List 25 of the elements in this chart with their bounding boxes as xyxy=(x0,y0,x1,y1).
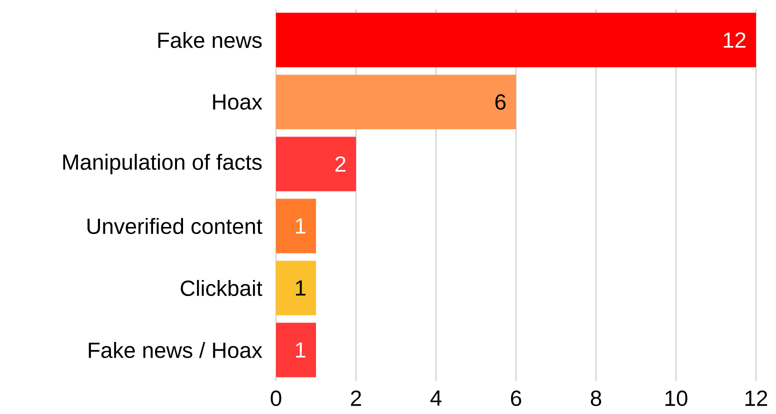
data-label: 12 xyxy=(724,32,746,48)
x-tick-label: 4 xyxy=(430,390,442,406)
bar xyxy=(276,136,356,192)
data-label: 1 xyxy=(296,342,306,358)
data-label: 1 xyxy=(296,280,306,296)
x-tick-label: 12 xyxy=(745,390,768,406)
bar xyxy=(276,198,316,254)
x-tick-label: 6 xyxy=(511,390,522,406)
x-tick-label: 10 xyxy=(665,390,688,406)
y-tick-label: Clickbait xyxy=(180,280,262,296)
y-tick-label: Fake news xyxy=(158,32,262,48)
bar xyxy=(276,322,316,378)
bar xyxy=(276,260,316,316)
bar xyxy=(276,12,756,68)
bar xyxy=(276,74,516,130)
y-tick-label: Unverified content xyxy=(88,218,262,234)
y-tick-label: Hoax xyxy=(213,94,262,110)
x-tick-label: 8 xyxy=(590,390,602,406)
data-label: 2 xyxy=(335,156,346,172)
x-tick-label: 0 xyxy=(270,390,282,406)
y-tick-label: Manipulation of facts xyxy=(63,154,262,174)
data-label: 6 xyxy=(495,94,506,110)
x-tick-label: 2 xyxy=(351,390,362,406)
data-label: 1 xyxy=(296,218,306,234)
y-tick-label: Fake news / Hoax xyxy=(88,342,262,358)
